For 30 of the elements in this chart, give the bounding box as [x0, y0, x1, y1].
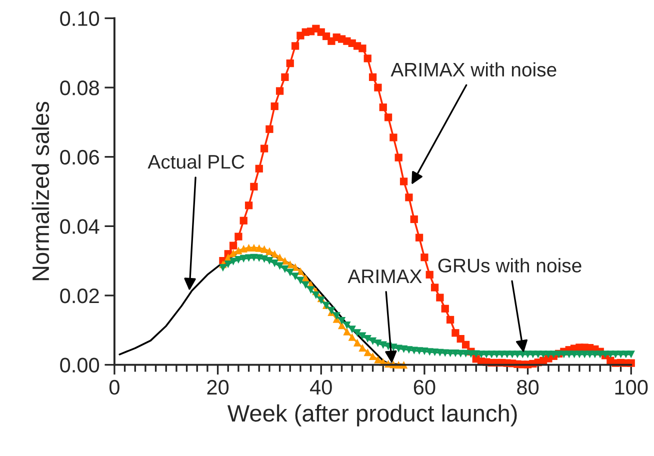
y-tick-label: 0.08: [60, 80, 99, 96]
x-tick-label: 60: [414, 380, 436, 395]
x-tick-label: 20: [207, 380, 229, 395]
x-axis-title: Week (after product launch): [227, 404, 517, 426]
point: [234, 246, 242, 254]
y-axis-title: Normalized sales: [32, 102, 50, 280]
annotation: Actual PLC: [148, 154, 244, 169]
point: [364, 348, 372, 356]
y-tick-label: 0.04: [60, 219, 100, 234]
x-tick-label: 100: [615, 380, 648, 395]
point: [255, 244, 263, 252]
point: [358, 344, 366, 352]
x-tick-label: 80: [517, 380, 539, 395]
y-tick-label: 0.10: [60, 11, 100, 26]
point: [353, 338, 362, 346]
point: [374, 356, 382, 364]
point: [240, 244, 248, 253]
point: [266, 247, 274, 255]
annotation: ARIMAX with noise: [390, 62, 556, 77]
x-tick-label: 0: [109, 380, 120, 395]
y-tick-label: 0.06: [60, 150, 99, 165]
point: [368, 352, 377, 360]
point: [260, 245, 268, 253]
x-tick-label: 40: [310, 380, 332, 395]
point: [348, 333, 356, 341]
y-tick-label: 0.02: [60, 288, 99, 304]
annotation: ARIMAX: [348, 270, 422, 283]
annotation: GRUs with noise: [438, 258, 582, 272]
point: [343, 328, 351, 336]
y-tick-label: 0.00: [60, 358, 100, 373]
